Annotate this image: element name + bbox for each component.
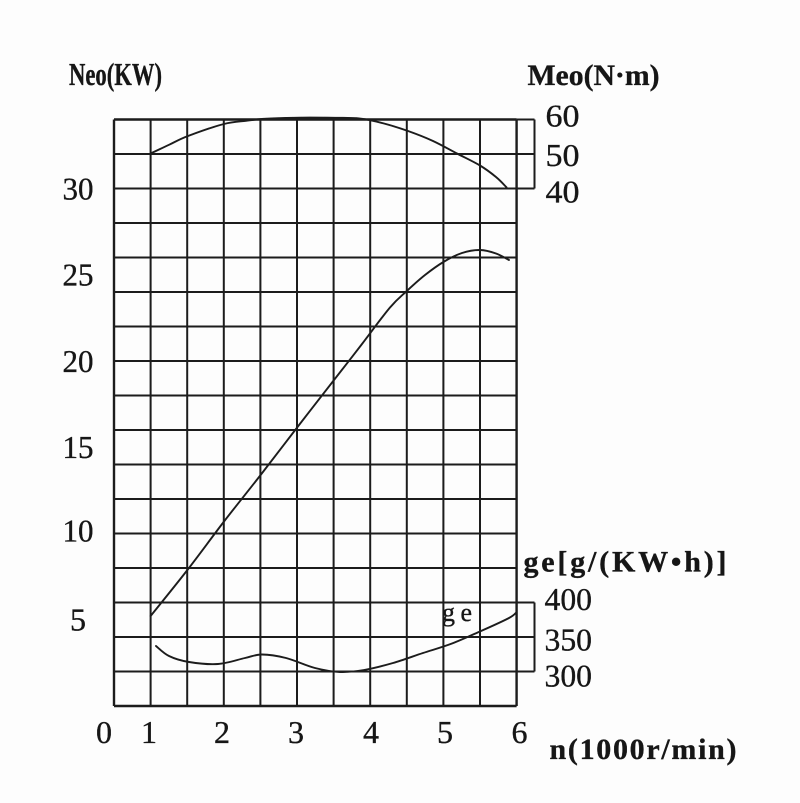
svg-text:20: 20 — [63, 343, 94, 379]
svg-text:15: 15 — [63, 429, 94, 465]
svg-text:ge[g/(KW•h)]: ge[g/(KW•h)] — [524, 546, 727, 579]
svg-text:5: 5 — [70, 602, 86, 638]
svg-text:4: 4 — [363, 714, 379, 750]
svg-text:Neo(KW): Neo(KW) — [69, 56, 162, 92]
svg-text:n(1000r/min): n(1000r/min) — [550, 733, 737, 766]
svg-text:10: 10 — [63, 513, 94, 549]
svg-text:350: 350 — [545, 621, 593, 657]
svg-text:40: 40 — [546, 173, 580, 209]
svg-text:400: 400 — [545, 581, 593, 617]
svg-text:Meo(N·m): Meo(N·m) — [528, 59, 660, 92]
svg-text:ge: ge — [442, 598, 478, 627]
svg-text:1: 1 — [141, 714, 157, 750]
svg-text:6: 6 — [512, 714, 528, 750]
svg-text:0: 0 — [96, 714, 112, 750]
svg-text:300: 300 — [545, 658, 593, 694]
svg-text:5: 5 — [437, 714, 453, 750]
svg-text:25: 25 — [63, 257, 94, 293]
svg-text:2: 2 — [214, 714, 230, 750]
svg-text:50: 50 — [546, 137, 580, 173]
svg-text:60: 60 — [546, 98, 580, 134]
svg-text:3: 3 — [288, 714, 304, 750]
svg-text:30: 30 — [63, 170, 94, 206]
